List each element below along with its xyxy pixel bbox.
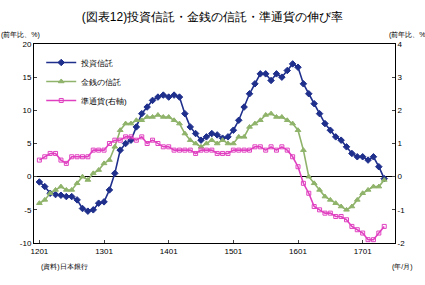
svg-text:金銭の信託: 金銭の信託 <box>81 78 121 87</box>
svg-text:5: 5 <box>27 139 32 148</box>
svg-text:1501: 1501 <box>224 247 242 256</box>
svg-text:1201: 1201 <box>30 247 48 256</box>
svg-text:10: 10 <box>22 106 31 115</box>
svg-text:1301: 1301 <box>95 247 113 256</box>
svg-text:0: 0 <box>27 172 32 181</box>
svg-text:1: 1 <box>398 139 403 148</box>
svg-text:-2: -2 <box>398 239 406 248</box>
svg-text:15: 15 <box>22 73 31 82</box>
svg-text:3: 3 <box>398 73 403 82</box>
svg-text:(資料)日本銀行: (資料)日本銀行 <box>41 263 88 271</box>
svg-text:準通貨(右軸): 準通貨(右軸) <box>81 97 127 106</box>
svg-text:-10: -10 <box>20 239 32 248</box>
svg-text:投資信託: 投資信託 <box>80 59 113 68</box>
svg-text:-5: -5 <box>24 206 32 215</box>
svg-text:(年/月): (年/月) <box>392 263 413 271</box>
svg-text:20: 20 <box>22 40 31 49</box>
svg-text:(図表12)投資信託・金銭の信託・準通貨の伸び率: (図表12)投資信託・金銭の信託・準通貨の伸び率 <box>82 10 343 24</box>
svg-text:(前年比、%): (前年比、%) <box>1 31 40 39</box>
svg-text:-1: -1 <box>398 206 406 215</box>
svg-text:4: 4 <box>398 40 403 49</box>
svg-text:(前年比、%): (前年比、%) <box>389 31 425 39</box>
svg-text:2: 2 <box>398 106 403 115</box>
svg-text:1601: 1601 <box>289 247 307 256</box>
svg-text:1401: 1401 <box>160 247 178 256</box>
svg-text:0: 0 <box>398 172 403 181</box>
svg-text:1701: 1701 <box>354 247 372 256</box>
